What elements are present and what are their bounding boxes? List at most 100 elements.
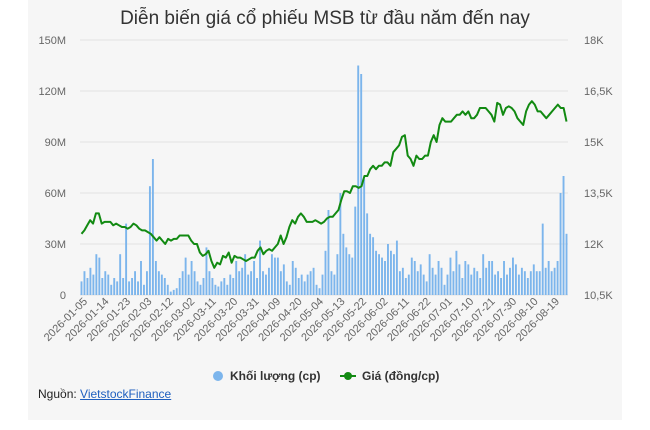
volume-bar bbox=[336, 254, 339, 295]
volume-bar bbox=[98, 257, 101, 295]
volume-bar bbox=[437, 261, 440, 295]
volume-bar bbox=[190, 261, 193, 295]
volume-bar bbox=[250, 271, 253, 295]
volume-bar bbox=[92, 274, 95, 295]
left-tick-label: 120M bbox=[38, 86, 66, 98]
volume-bar bbox=[500, 278, 502, 295]
volume-bar bbox=[345, 247, 348, 295]
volume-bar bbox=[404, 278, 407, 295]
volume-bar bbox=[479, 278, 482, 295]
volume-bar bbox=[333, 274, 336, 295]
volume-bar bbox=[229, 274, 232, 295]
volume-bar bbox=[241, 267, 244, 295]
legend-volume-marker bbox=[213, 371, 223, 381]
volume-bar bbox=[315, 284, 318, 295]
chart-card bbox=[28, 0, 622, 420]
volume-bar bbox=[282, 264, 285, 295]
volume-bar bbox=[416, 271, 419, 295]
volume-bar bbox=[235, 261, 238, 295]
volume-bar bbox=[300, 274, 303, 295]
volume-bar bbox=[208, 271, 211, 295]
legend: Khối lượng (cp) Giá (đồng/cp) bbox=[213, 369, 439, 383]
volume-bar bbox=[119, 254, 122, 295]
volume-bar bbox=[455, 250, 458, 295]
volume-bar bbox=[226, 284, 229, 295]
volume-bar bbox=[220, 281, 223, 295]
volume-bar bbox=[547, 261, 550, 295]
volume-bar bbox=[238, 271, 241, 295]
volume-bar bbox=[461, 278, 464, 295]
volume-bar bbox=[128, 281, 131, 295]
right-tick-label: 18K bbox=[584, 35, 604, 47]
volume-bar bbox=[473, 267, 476, 295]
volume-bar bbox=[89, 267, 92, 295]
volume-bars bbox=[80, 65, 568, 295]
volume-bar bbox=[181, 271, 184, 295]
price-line-path bbox=[80, 100, 568, 269]
volume-bar bbox=[151, 159, 154, 295]
volume-bar bbox=[247, 274, 250, 295]
volume-bar bbox=[256, 278, 258, 295]
volume-bar bbox=[443, 284, 446, 295]
left-tick-label: 150M bbox=[38, 35, 66, 47]
volume-bar bbox=[517, 274, 520, 295]
volume-bar bbox=[491, 261, 494, 295]
volume-bar bbox=[369, 233, 372, 295]
volume-bar bbox=[83, 271, 86, 295]
volume-bar bbox=[270, 254, 273, 295]
volume-bar bbox=[324, 250, 327, 295]
x-axis-ticks: 2026-01-052026-01-142026-01-232026-02-03… bbox=[42, 296, 562, 344]
volume-bar bbox=[523, 271, 526, 295]
right-axis-ticks: 10,5K 12K 13,5K 15K 16,5K 18K bbox=[584, 35, 613, 302]
source-note: Nguồn: VietstockFinance bbox=[38, 387, 171, 401]
volume-bar bbox=[494, 274, 497, 295]
volume-bar bbox=[541, 223, 544, 295]
volume-bar bbox=[452, 271, 455, 295]
volume-bar bbox=[390, 250, 392, 295]
volume-bar bbox=[205, 247, 208, 295]
source-link[interactable]: VietstockFinance bbox=[80, 387, 172, 401]
volume-bar bbox=[422, 274, 425, 295]
volume-bar bbox=[140, 261, 142, 295]
volume-bar bbox=[363, 179, 366, 295]
volume-bar bbox=[348, 254, 351, 295]
volume-bar bbox=[470, 274, 473, 295]
volume-bar bbox=[187, 274, 190, 295]
volume-bar bbox=[309, 271, 312, 295]
volume-bar bbox=[550, 271, 553, 295]
volume-bar bbox=[297, 278, 300, 295]
volume-bar bbox=[339, 193, 342, 295]
volume-bar bbox=[392, 254, 395, 295]
volume-bar bbox=[485, 267, 488, 295]
volume-bar bbox=[143, 284, 145, 295]
volume-bar bbox=[419, 264, 422, 295]
volume-bar bbox=[553, 267, 556, 295]
volume-bar bbox=[384, 261, 386, 295]
volume-bar bbox=[107, 274, 110, 295]
volume-bar bbox=[86, 278, 89, 295]
volume-bar bbox=[431, 267, 434, 295]
volume-bar bbox=[497, 271, 500, 295]
volume-bar bbox=[401, 267, 404, 295]
volume-bar bbox=[172, 289, 175, 295]
volume-bar bbox=[559, 193, 562, 295]
volume-bar bbox=[265, 274, 267, 295]
volume-bar bbox=[169, 291, 172, 295]
price-line bbox=[80, 100, 568, 269]
volume-bar bbox=[303, 281, 306, 295]
volume-bar bbox=[410, 257, 413, 295]
volume-bar bbox=[134, 271, 136, 295]
volume-bar bbox=[381, 257, 383, 295]
volume-bar bbox=[157, 271, 160, 295]
volume-bar bbox=[506, 274, 508, 295]
chart-title: Diễn biến giá cổ phiếu MSB từ đầu năm đế… bbox=[120, 8, 530, 29]
volume-bar bbox=[202, 278, 205, 295]
volume-bar bbox=[565, 233, 568, 295]
volume-bar bbox=[428, 254, 431, 295]
volume-bar bbox=[375, 250, 378, 295]
right-tick-label: 16,5K bbox=[584, 86, 613, 98]
volume-bar bbox=[113, 278, 116, 295]
volume-bar bbox=[178, 278, 181, 295]
volume-bar bbox=[526, 278, 529, 295]
volume-bar bbox=[458, 264, 461, 295]
